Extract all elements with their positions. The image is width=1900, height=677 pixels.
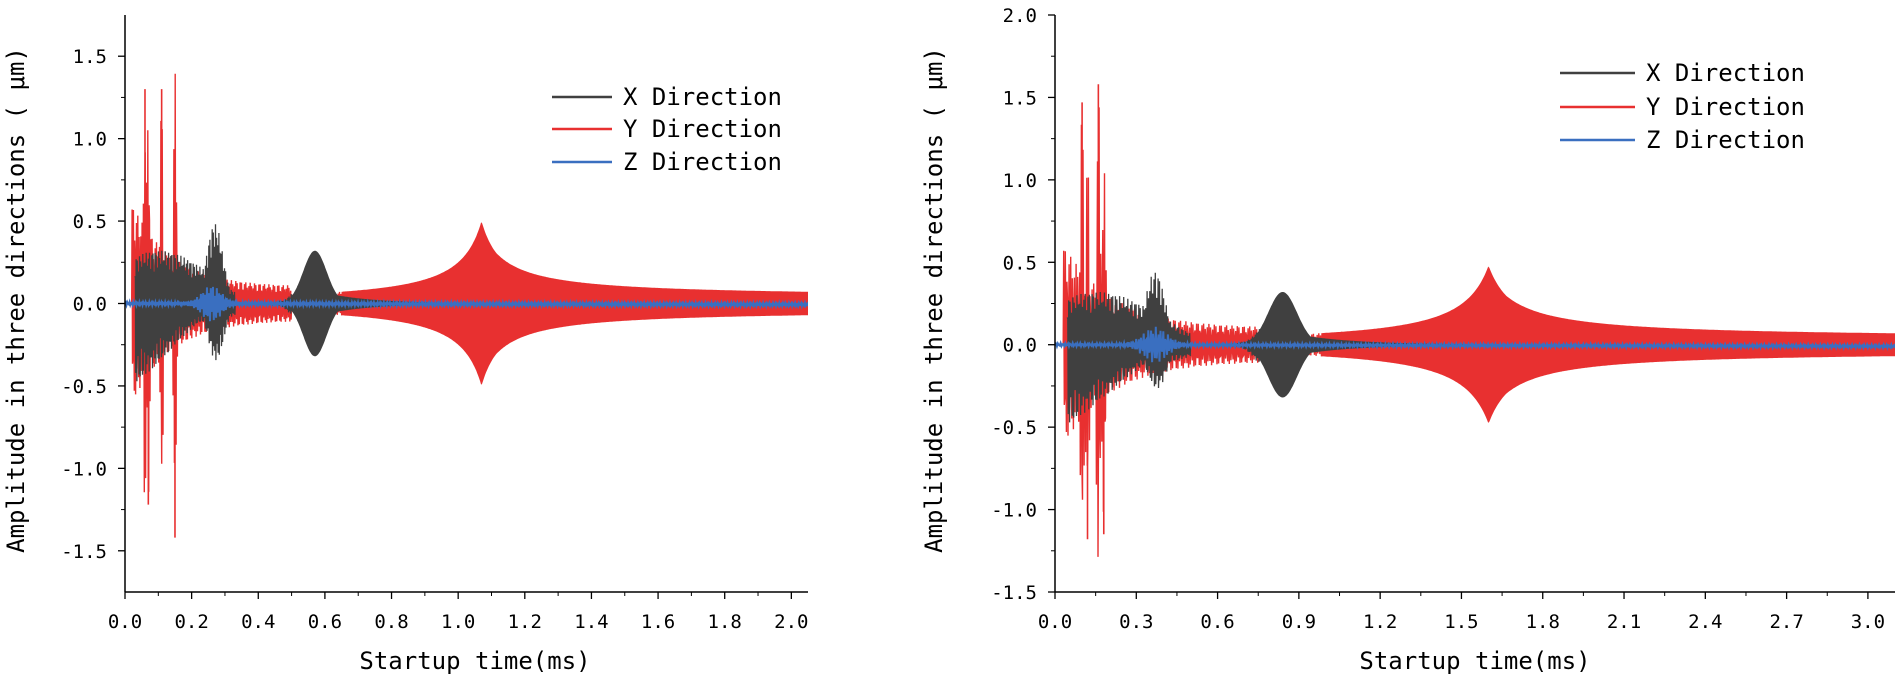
y-axis-title: Amplitude in three directions ( μm) <box>2 47 30 553</box>
x-tick-label: 2.4 <box>1688 611 1722 633</box>
x-tick-label: 0.0 <box>108 611 142 633</box>
legend-label-y-direction: Y Direction <box>1646 93 1805 121</box>
y-tick-label: 1.0 <box>1003 170 1037 192</box>
series-z-direction-line <box>1055 326 1895 363</box>
y-tick-label: 0.5 <box>1003 252 1037 274</box>
y-tick-label: -1.5 <box>61 541 107 563</box>
y-tick-label: -1.0 <box>991 500 1037 522</box>
x-tick-label: 0.8 <box>374 611 408 633</box>
y-tick-label: 0.5 <box>73 211 107 233</box>
y-tick-label: -0.5 <box>991 417 1037 439</box>
y-tick-label: 0.0 <box>73 294 107 316</box>
x-axis-title: Startup time(ms) <box>359 647 590 675</box>
x-axis-title: Startup time(ms) <box>1359 647 1590 675</box>
chart-right: 0.0 0.3 0.6 0.9 1.2 1.5 1.8 2.1 2.4 2.7 3.0 -1.5 -1.… <box>920 5 1895 675</box>
x-tick-label: 0.0 <box>1038 611 1072 633</box>
x-tick-label: 1.2 <box>1363 611 1397 633</box>
y-tick-label: 1.0 <box>73 129 107 151</box>
y-tick-label: 1.5 <box>73 46 107 68</box>
y-tick-label: -1.0 <box>61 458 107 480</box>
legend-label-x-direction: X Direction <box>1646 59 1805 87</box>
x-tick-label: 3.0 <box>1851 611 1885 633</box>
x-tick-label: 0.9 <box>1282 611 1316 633</box>
plot-area <box>125 73 808 538</box>
x-tick-label: 1.8 <box>708 611 742 633</box>
x-tick-label: 0.2 <box>174 611 208 633</box>
x-tick-label: 1.4 <box>574 611 608 633</box>
x-tick-label: 1.2 <box>508 611 542 633</box>
x-tick-label: 0.6 <box>308 611 342 633</box>
x-tick-label: 1.0 <box>441 611 475 633</box>
x-tick-label: 0.6 <box>1200 611 1234 633</box>
x-tick-label: 2.7 <box>1769 611 1803 633</box>
y-tick-label: -0.5 <box>61 376 107 398</box>
legend-label-x-direction: X Direction <box>623 83 782 111</box>
x-tick-label: 0.4 <box>241 611 275 633</box>
x-tick-label: 2.0 <box>774 611 808 633</box>
x-tick-label: 1.8 <box>1526 611 1560 633</box>
chart-left: 0.0 0.2 0.4 0.6 0.8 1.0 1.2 1.4 1.6 1.8 2.0 -1.5 -1.… <box>2 15 809 675</box>
x-tick-label: 0.3 <box>1119 611 1153 633</box>
y-tick-label: 1.5 <box>1003 87 1037 109</box>
y-tick-label: 2.0 <box>1003 5 1037 27</box>
series-z-direction-line <box>125 286 808 322</box>
legend: X Direction Y Direction Z Direction <box>1560 59 1805 154</box>
y-axis-title: Amplitude in three directions ( μm) <box>920 47 948 553</box>
legend-label-z-direction: Z Direction <box>623 148 782 176</box>
plot-area <box>1055 84 1895 557</box>
x-tick-label: 2.1 <box>1607 611 1641 633</box>
legend: X Direction Y Direction Z Direction <box>552 83 782 176</box>
y-tick-label: -1.5 <box>991 582 1037 604</box>
legend-label-y-direction: Y Direction <box>623 115 782 143</box>
x-tick-label: 1.5 <box>1444 611 1478 633</box>
legend-label-z-direction: Z Direction <box>1646 126 1805 154</box>
x-tick-label: 1.6 <box>641 611 675 633</box>
y-tick-label: 0.0 <box>1003 335 1037 357</box>
